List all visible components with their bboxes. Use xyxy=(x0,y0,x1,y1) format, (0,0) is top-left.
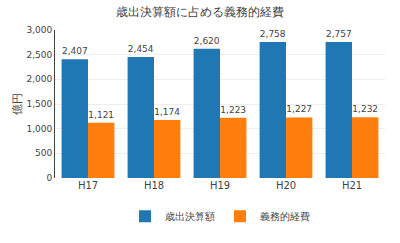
svg-text:H20: H20 xyxy=(276,180,296,191)
svg-text:2,758: 2,758 xyxy=(260,29,286,39)
svg-text:H18: H18 xyxy=(144,180,164,191)
svg-text:2,000: 2,000 xyxy=(26,74,52,84)
svg-text:1,121: 1,121 xyxy=(88,110,114,120)
svg-text:2,407: 2,407 xyxy=(62,46,88,56)
svg-text:1,174: 1,174 xyxy=(154,107,180,117)
svg-text:2,500: 2,500 xyxy=(26,50,52,60)
svg-text:1,500: 1,500 xyxy=(26,99,52,109)
svg-text:1,000: 1,000 xyxy=(26,124,52,134)
svg-text:H21: H21 xyxy=(342,180,362,191)
svg-text:歳出決算額に占める義務的経費: 歳出決算額に占める義務的経費 xyxy=(116,5,284,19)
svg-text:2,757: 2,757 xyxy=(326,29,352,39)
svg-text:1,223: 1,223 xyxy=(220,105,246,115)
svg-text:億円: 億円 xyxy=(11,93,24,115)
svg-text:0: 0 xyxy=(46,173,52,183)
svg-text:500: 500 xyxy=(35,148,52,158)
svg-text:3,000: 3,000 xyxy=(26,25,52,35)
svg-text:H19: H19 xyxy=(210,180,230,191)
svg-text:1,232: 1,232 xyxy=(352,104,378,114)
svg-text:歳出決算額: 歳出決算額 xyxy=(165,211,215,222)
svg-text:2,620: 2,620 xyxy=(194,36,220,46)
svg-text:義務的経費: 義務的経費 xyxy=(260,211,310,222)
svg-text:H17: H17 xyxy=(78,180,98,191)
svg-text:1,227: 1,227 xyxy=(286,104,312,114)
svg-text:2,454: 2,454 xyxy=(128,44,154,54)
